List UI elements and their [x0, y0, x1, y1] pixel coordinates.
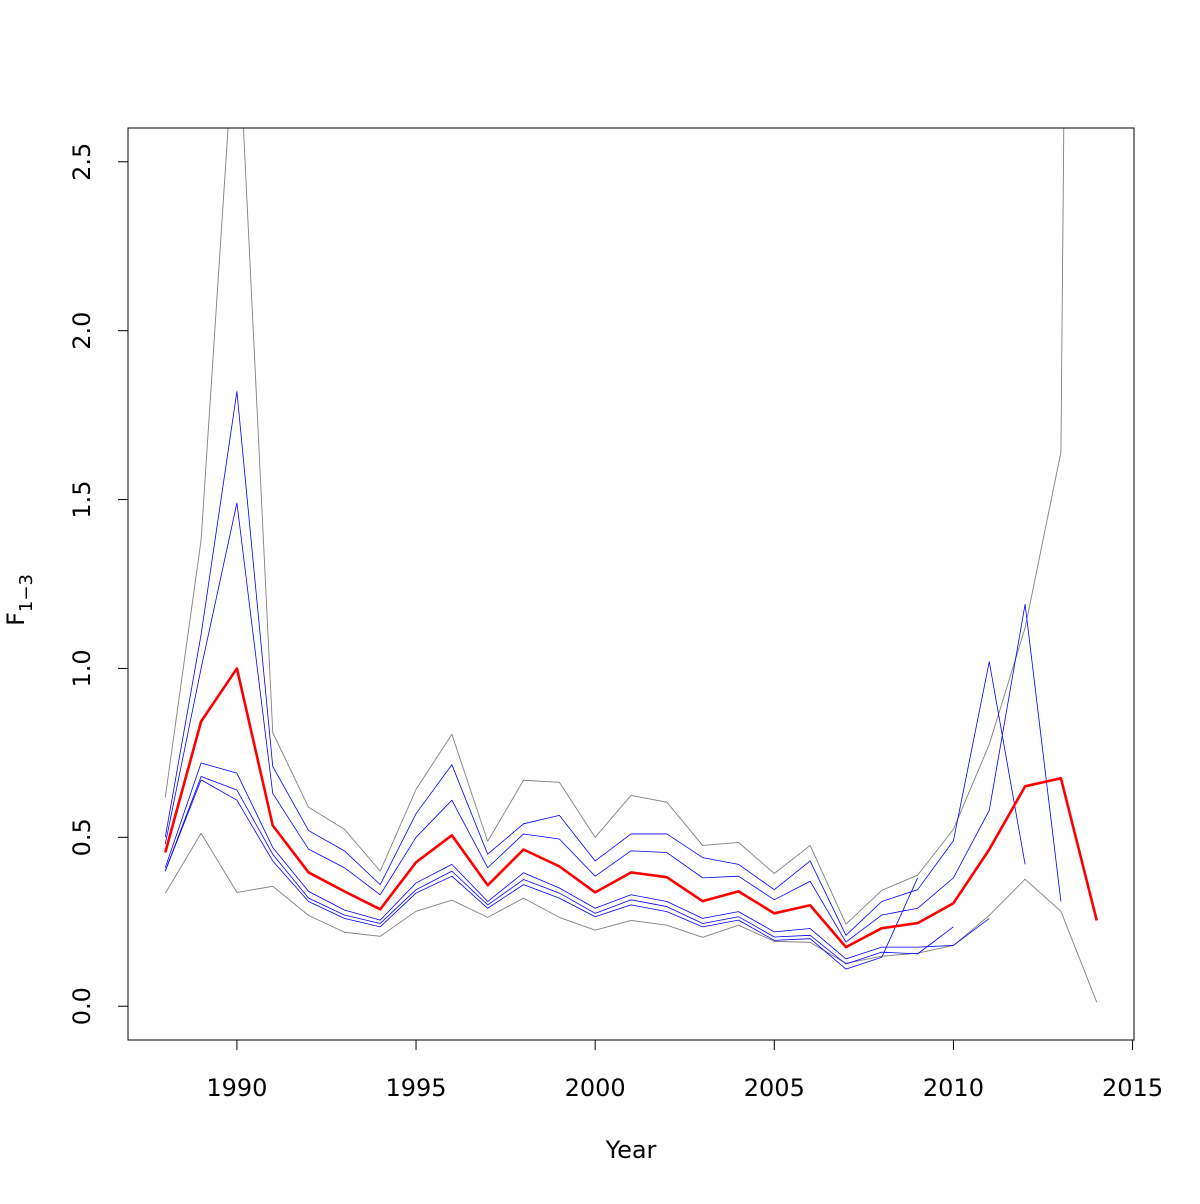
y-tick-label: 2.0 [68, 312, 96, 350]
series-line [164, 391, 1026, 936]
series-line [164, 832, 1098, 1003]
x-tick-label: 2000 [565, 1074, 626, 1102]
series-line [164, 776, 954, 965]
y-axis-label: F1−3 [2, 574, 37, 626]
series-line [164, 779, 918, 970]
y-tick-label: 1.0 [68, 649, 96, 687]
y-axis-label-subscript: 1−3 [16, 574, 37, 612]
plot-area [164, 128, 1099, 1003]
y-tick-label: 1.5 [68, 480, 96, 518]
y-tick-label: 0.5 [68, 818, 96, 856]
y-tick-label: 0.0 [68, 987, 96, 1025]
y-tick-label: 2.5 [68, 143, 96, 181]
x-tick-label: 2010 [923, 1074, 984, 1102]
y-axis-label-main: F [2, 612, 30, 626]
plot-box [127, 127, 1135, 1041]
series-line [164, 502, 1062, 943]
x-tick-label: 2015 [1102, 1074, 1163, 1102]
x-tick-label: 2005 [744, 1074, 805, 1102]
series-line [164, 667, 1099, 949]
series-line [164, 762, 990, 960]
x-axis-label: Year [605, 1136, 657, 1164]
series-line [164, 128, 1065, 925]
x-tick-label: 1995 [386, 1074, 447, 1102]
x-tick-label: 1990 [206, 1074, 267, 1102]
